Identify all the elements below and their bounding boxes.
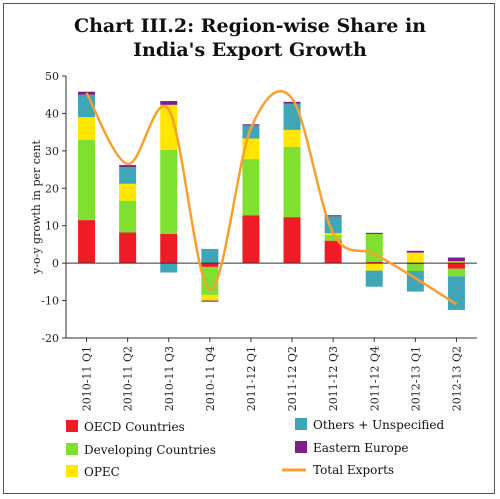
legend-swatch-developing xyxy=(66,443,78,455)
bar-others-unspecified-7 xyxy=(365,270,383,287)
x-tick-label: 2012-13 Q2 xyxy=(450,346,463,411)
bar-oecd-countries-5 xyxy=(283,217,301,264)
chart-title-line1: Chart III.2: Region-wise Share in xyxy=(73,15,427,37)
bar-others-unspecified-4 xyxy=(242,125,260,139)
y-tick-label: 0 xyxy=(52,257,59,270)
y-tick-label: -10 xyxy=(41,295,59,308)
bar-eastern-europe-7 xyxy=(365,232,383,234)
legend-label-total: Total Exports xyxy=(313,463,394,477)
bar-eastern-europe-6 xyxy=(324,215,342,217)
bar-eastern-europe-8 xyxy=(406,250,424,253)
y-ticks: -20 -10 0 10 20 30 40 50 xyxy=(41,70,66,345)
bar-oecd-countries-4 xyxy=(242,215,260,264)
bar-oecd-countries-6 xyxy=(324,240,342,264)
x-ticks: 2010-11 Q1 2010-11 Q2 2010-11 Q3 2010-11 Q4… xyxy=(81,338,463,411)
bar-others-unspecified-5 xyxy=(283,103,301,130)
x-tick-label: 2012-13 Q1 xyxy=(409,346,422,411)
bar-developing-countries-6 xyxy=(324,235,342,241)
total-exports-line xyxy=(85,90,458,306)
y-tick-label: -20 xyxy=(41,332,59,345)
bar-opec-1 xyxy=(119,183,137,201)
legend-label-eastern: Eastern Europe xyxy=(313,441,409,455)
legend-swatch-eastern xyxy=(295,441,307,453)
bar-eastern-europe-9 xyxy=(447,257,465,262)
bar-eastern-europe-3 xyxy=(201,300,219,302)
bar-oecd-countries-0 xyxy=(78,220,96,264)
legend-label-developing: Developing Countries xyxy=(84,443,216,457)
bar-developing-countries-0 xyxy=(78,139,96,221)
bar-opec-8 xyxy=(406,252,424,264)
x-tick-label: 2011-12 Q2 xyxy=(286,346,299,411)
bar-opec-9 xyxy=(447,261,465,264)
bar-others-unspecified-2 xyxy=(160,263,178,273)
y-axis-label: y-o-y growth in per cent xyxy=(30,139,43,274)
legend-label-oecd: OECD Countries xyxy=(84,420,185,434)
bar-developing-countries-5 xyxy=(283,146,301,218)
legend-label-others: Others + Unspecified xyxy=(313,418,445,432)
bars-layer xyxy=(78,91,465,310)
bar-oecd-countries-7 xyxy=(365,262,383,264)
bar-opec-7 xyxy=(365,263,383,271)
bar-eastern-europe-2 xyxy=(160,101,178,105)
legend-swatch-oecd xyxy=(66,420,78,432)
axes-layer xyxy=(65,76,477,339)
chart-title-line2: India's Export Growth xyxy=(133,39,367,61)
bar-eastern-europe-5 xyxy=(283,101,301,104)
bar-oecd-countries-2 xyxy=(160,233,178,264)
x-tick-label: 2011-12 Q4 xyxy=(368,346,381,411)
bar-others-unspecified-3 xyxy=(201,248,219,264)
bar-developing-countries-9 xyxy=(447,268,465,277)
bar-opec-5 xyxy=(283,129,301,147)
y-tick-label: 40 xyxy=(45,107,59,120)
legend-swatch-others xyxy=(295,418,307,430)
bar-oecd-countries-9 xyxy=(447,263,465,269)
bar-oecd-countries-8 xyxy=(406,263,424,265)
x-tick-label: 2010-11 Q3 xyxy=(163,346,176,411)
bar-oecd-countries-3 xyxy=(201,263,219,267)
chart-title: Chart III.2: Region-wise Share in India'… xyxy=(0,14,500,62)
bar-eastern-europe-4 xyxy=(242,124,260,126)
bar-oecd-countries-1 xyxy=(119,232,137,264)
x-tick-label: 2010-11 Q4 xyxy=(204,346,217,411)
x-tick-label: 2011-12 Q1 xyxy=(245,346,258,411)
x-tick-label: 2011-12 Q3 xyxy=(327,346,340,411)
bar-developing-countries-8 xyxy=(406,264,424,272)
legend: OECD Countries Developing Countries OPEC… xyxy=(66,418,445,479)
line-layer xyxy=(85,90,458,306)
bar-developing-countries-1 xyxy=(119,200,137,233)
y-tick-label: 20 xyxy=(45,182,59,195)
bar-opec-3 xyxy=(201,294,219,301)
bar-opec-0 xyxy=(78,117,96,140)
legend-label-opec: OPEC xyxy=(84,465,120,479)
bar-developing-countries-4 xyxy=(242,159,260,216)
y-tick-label: 30 xyxy=(45,145,59,158)
bar-others-unspecified-9 xyxy=(447,276,465,310)
bar-eastern-europe-1 xyxy=(119,165,137,167)
y-tick-label: 50 xyxy=(45,70,59,83)
x-tick-label: 2010-11 Q2 xyxy=(122,346,135,411)
bar-opec-2 xyxy=(160,104,178,150)
bar-others-unspecified-1 xyxy=(119,166,137,184)
legend-swatch-opec xyxy=(66,465,78,477)
y-tick-label: 10 xyxy=(45,220,59,233)
x-tick-label: 2010-11 Q1 xyxy=(81,346,94,411)
bar-developing-countries-2 xyxy=(160,149,178,234)
